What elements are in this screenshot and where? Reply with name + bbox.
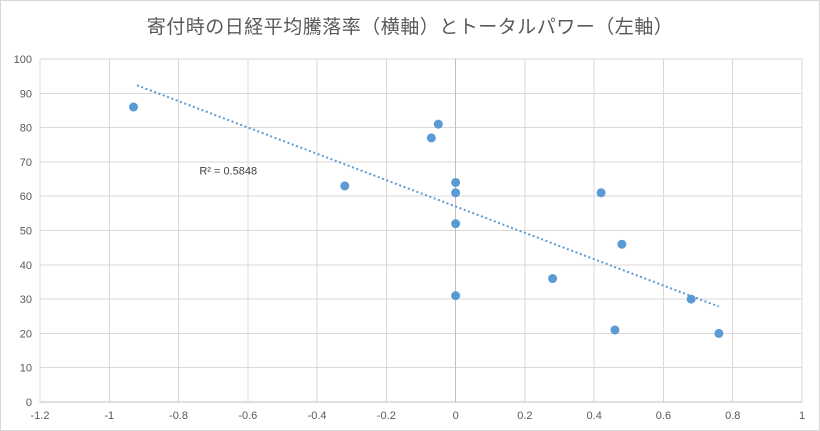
y-axis-tick-label: 70 (20, 157, 32, 169)
scatter-point (686, 294, 696, 304)
y-axis-tick-label: 40 (20, 260, 32, 272)
x-axis-tick-label: -0.8 (169, 410, 188, 422)
scatter-point (451, 291, 461, 301)
scatter-point (596, 188, 606, 198)
y-axis-tick-label: 20 (20, 328, 32, 340)
y-axis-tick-label: 80 (20, 123, 32, 135)
x-axis-tick-label: 0 (453, 410, 459, 422)
scatter-point (451, 177, 461, 187)
y-axis-tick-label: 90 (20, 88, 32, 100)
scatter-point (451, 188, 461, 198)
x-axis-tick-label: 0.6 (656, 410, 671, 422)
scatter-point (129, 102, 139, 112)
x-axis-tick-label: 0.2 (517, 410, 532, 422)
scatter-point (714, 328, 724, 338)
y-axis-tick-label: 10 (20, 363, 32, 375)
scatter-point (340, 181, 350, 191)
scatter-point (426, 133, 436, 143)
scatter-point (433, 119, 443, 129)
scatter-point (610, 325, 620, 335)
x-axis-tick-label: -1 (104, 410, 114, 422)
x-axis-tick-label: 0.8 (725, 410, 740, 422)
x-axis-tick-label: -0.6 (238, 410, 257, 422)
y-axis-tick-label: 60 (20, 191, 32, 203)
r-squared-label: R² = 0.5848 (199, 165, 257, 177)
y-axis-tick-label: 100 (14, 54, 32, 66)
scatter-point (451, 219, 461, 229)
x-axis-tick-label: -0.4 (308, 410, 327, 422)
scatter-point (617, 239, 627, 249)
y-axis-tick-label: 30 (20, 294, 32, 306)
y-axis-tick-label: 50 (20, 226, 32, 238)
x-axis-tick-label: -0.2 (377, 410, 396, 422)
y-axis-tick-label: 0 (26, 397, 32, 409)
x-axis-tick-label: 1 (799, 410, 805, 422)
x-axis-tick-label: 0.4 (587, 410, 602, 422)
x-axis-tick-label: -1.2 (31, 410, 50, 422)
scatter-point (548, 274, 558, 284)
